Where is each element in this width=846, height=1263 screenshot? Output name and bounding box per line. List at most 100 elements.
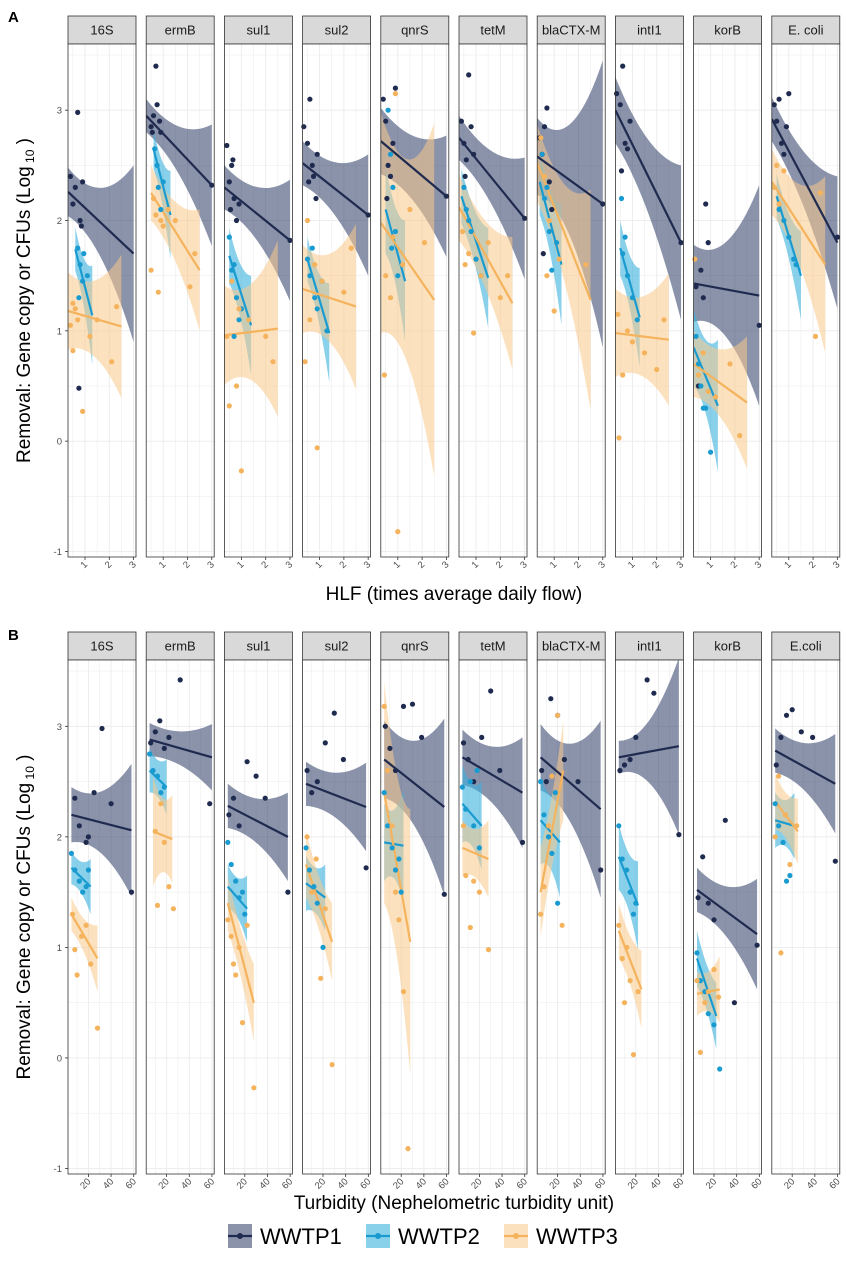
fit-line-wwtp1	[459, 137, 526, 220]
x-tick-label: 60	[202, 1176, 217, 1191]
data-point-wwtp1	[598, 867, 604, 873]
fit-layer	[539, 720, 602, 937]
data-point-wwtp3	[389, 823, 395, 829]
facet-border	[771, 43, 841, 558]
points	[224, 142, 293, 474]
data-point-wwtp1	[310, 173, 317, 179]
data-point-wwtp2	[150, 767, 156, 774]
confidence-ribbon-wwtp3	[151, 165, 200, 331]
data-point-wwtp1	[798, 729, 804, 735]
data-point-wwtp3	[787, 861, 793, 868]
fit-line-wwtp2	[538, 181, 563, 265]
data-point-wwtp1	[306, 179, 312, 185]
x-tick-label: 2	[103, 559, 115, 571]
fit-line-wwtp1	[693, 282, 760, 297]
data-point-wwtp3	[549, 773, 555, 779]
data-point-wwtp1	[253, 773, 259, 779]
y-tick-label: 3	[57, 722, 62, 733]
data-point-wwtp1	[400, 703, 407, 710]
facet-border	[615, 43, 684, 558]
x-tick-label: 2	[572, 559, 584, 571]
confidence-ribbon-wwtp3	[380, 112, 435, 477]
data-point-wwtp3	[114, 304, 120, 310]
data-point-wwtp1	[83, 839, 89, 846]
x-tick-label: 20	[782, 1176, 797, 1191]
x-tick-label: 2	[650, 559, 662, 571]
x-tick-label: 3	[205, 559, 217, 571]
facet-strip	[458, 15, 528, 45]
data-point-wwtp2	[622, 234, 628, 240]
fit-line-wwtp3	[226, 902, 255, 1003]
points	[381, 701, 447, 1152]
x-tick-label: 20	[78, 1176, 93, 1191]
data-point-wwtp1	[703, 201, 709, 207]
data-point-wwtp2	[396, 856, 402, 862]
confidence-ribbon-wwtp1	[618, 660, 679, 835]
data-point-wwtp2	[693, 333, 699, 339]
data-point-wwtp2	[389, 845, 395, 851]
data-point-wwtp1	[99, 725, 105, 732]
data-point-wwtp1	[128, 889, 135, 895]
legend-label: WWTP2	[398, 1224, 480, 1249]
facet-strip-label: ermB	[165, 23, 196, 38]
data-point-wwtp1	[322, 740, 328, 746]
data-point-wwtp2	[392, 867, 399, 873]
data-point-wwtp2	[473, 256, 479, 262]
fit-line-wwtp1	[302, 162, 369, 216]
data-point-wwtp3	[776, 201, 782, 207]
data-point-wwtp2	[708, 449, 714, 455]
data-point-wwtp2	[772, 801, 778, 807]
data-point-wwtp3	[583, 262, 589, 268]
data-point-wwtp2	[539, 151, 545, 157]
data-point-wwtp2	[624, 867, 630, 873]
data-point-wwtp3	[314, 445, 320, 451]
confidence-ribbon-wwtp3	[618, 903, 642, 1029]
x-tick-label: 40	[648, 1176, 663, 1191]
data-point-wwtp1	[461, 140, 467, 146]
facet-sul1: sul1 20 40 60	[223, 631, 295, 1192]
data-point-wwtp1	[304, 140, 311, 146]
confidence-ribbon-wwtp3	[227, 875, 254, 1042]
data-point-wwtp3	[160, 223, 166, 229]
x-tick-label: 20	[235, 1176, 250, 1191]
fit-line-wwtp3	[539, 770, 565, 893]
data-point-wwtp2	[463, 806, 469, 812]
data-point-wwtp3	[187, 284, 193, 290]
data-point-wwtp3	[460, 228, 466, 235]
data-point-wwtp3	[390, 234, 396, 240]
data-point-wwtp3	[700, 350, 706, 356]
data-point-wwtp1	[519, 839, 526, 846]
fit-layer	[380, 107, 448, 477]
data-point-wwtp1	[77, 217, 83, 224]
data-point-wwtp2	[629, 295, 636, 301]
confidence-ribbon-wwtp3	[615, 273, 669, 406]
data-point-wwtp1	[497, 767, 503, 774]
data-point-wwtp1	[233, 217, 240, 224]
data-point-wwtp3	[781, 168, 787, 174]
facet-16s: 16S 1 2 3	[67, 15, 139, 571]
fit-layer	[693, 185, 760, 473]
data-point-wwtp3	[712, 394, 719, 400]
data-point-wwtp1	[539, 767, 545, 774]
y-tick-label: 1	[57, 943, 62, 954]
data-point-wwtp3	[192, 251, 198, 257]
data-point-wwtp1	[471, 151, 477, 157]
confidence-ribbon-wwtp2	[227, 864, 248, 942]
data-point-wwtp3	[228, 933, 234, 939]
data-point-wwtp2	[476, 845, 482, 851]
confidence-ribbon-wwtp3	[68, 254, 122, 399]
data-point-wwtp1	[75, 109, 81, 115]
confidence-ribbon-wwtp1	[306, 761, 367, 852]
data-point-wwtp3	[381, 703, 387, 710]
x-tick-label: 40	[179, 1176, 194, 1191]
x-tick-label: 60	[358, 1176, 373, 1191]
data-point-wwtp3	[165, 206, 171, 213]
data-point-wwtp3	[225, 917, 231, 923]
facet-border	[693, 659, 762, 1175]
data-point-wwtp3	[385, 767, 391, 774]
data-point-wwtp2	[68, 850, 74, 857]
data-point-wwtp1	[230, 157, 236, 163]
data-point-wwtp2	[160, 179, 166, 185]
data-point-wwtp1	[705, 240, 711, 246]
legend-label: WWTP1	[260, 1224, 342, 1249]
